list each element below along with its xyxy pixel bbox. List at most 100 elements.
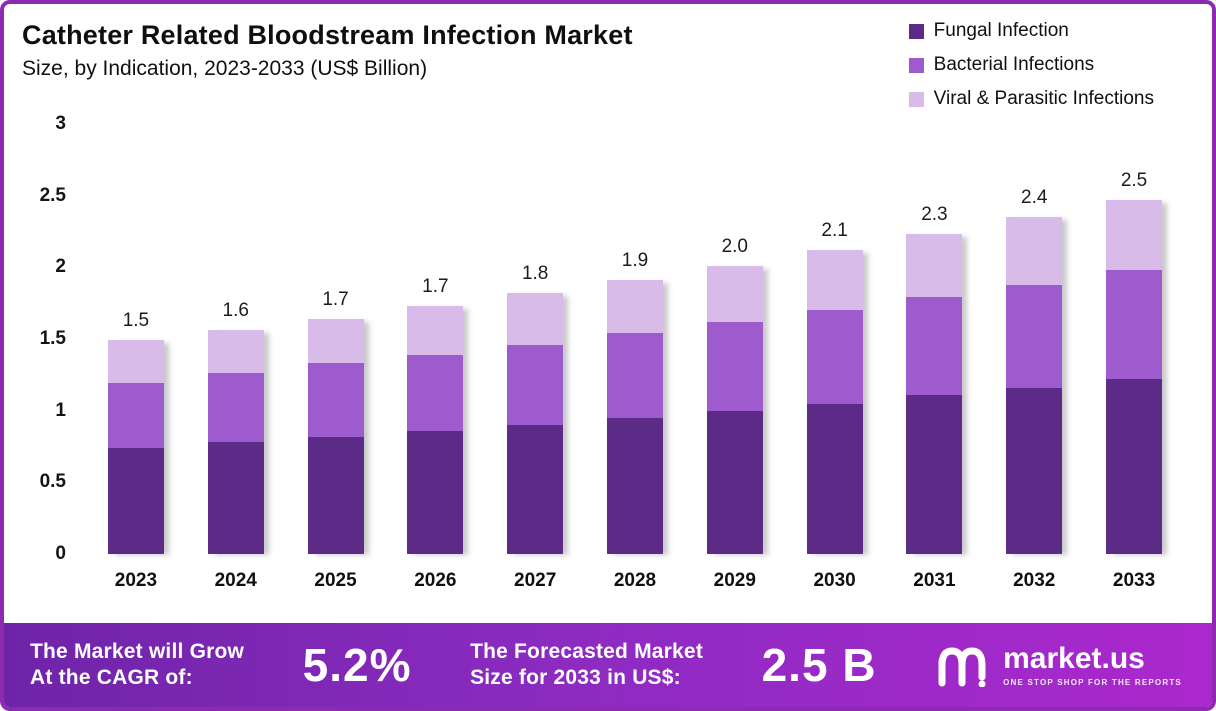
legend-swatch-viral-parasitic-infections (908, 91, 924, 107)
bar-segment-fungal-infection (706, 410, 763, 554)
bar-group-2029: 2.0 (706, 124, 763, 554)
bar-stack-2032 (1006, 217, 1063, 554)
bar-stack-2029 (706, 265, 763, 554)
bar-segment-fungal-infection (407, 430, 464, 554)
bar-segment-bacterial-infections (407, 354, 464, 431)
bar-stack-2024 (207, 330, 264, 554)
bar-group-2028: 1.9 (606, 124, 663, 554)
bar-segment-fungal-infection (507, 425, 564, 554)
bar-segment-fungal-infection (1006, 387, 1063, 554)
bar-stack-2026 (407, 306, 464, 554)
x-tick-label-2032: 2032 (1013, 570, 1056, 591)
bar-total-label: 1.7 (322, 289, 349, 311)
bar-total-label: 2.1 (821, 220, 848, 242)
x-axis-spacer (22, 570, 80, 592)
bar-segment-bacterial-infections (107, 383, 164, 448)
bar-segment-bacterial-infections (906, 297, 963, 395)
bar-segment-bacterial-infections (307, 363, 364, 437)
bar-segment-fungal-infection (1106, 379, 1163, 554)
bar-segment-fungal-infection (207, 442, 264, 554)
bar-segment-bacterial-infections (706, 321, 763, 411)
bar-segment-bacterial-infections (1106, 270, 1163, 380)
bar-stack-2027 (507, 293, 564, 554)
x-tick-label-2029: 2029 (713, 570, 756, 591)
legend-item-viral-parasitic-infections: Viral & Parasitic Infections (908, 88, 1154, 110)
bar-segment-viral-parasitic-infections (507, 293, 564, 345)
bar-stack-2030 (806, 250, 863, 554)
x-tick-label-2033: 2033 (1112, 570, 1156, 591)
bar-stack-2025 (307, 319, 364, 554)
bar-group-2023: 1.5 (107, 124, 164, 554)
bar-segment-fungal-infection (307, 436, 364, 554)
y-axis-label: 1.5 (39, 328, 66, 349)
x-axis-labels: 2023 2024 2025 2026 2027 2028 2029 2030 2031 2032… (80, 570, 1190, 592)
bar-group-2032: 2.4 (1006, 124, 1063, 554)
plot-area: 1.5 1.6 1.7 1.7 1.8 1.9 2.0 2.1 2.3 2.4 2.5 (80, 124, 1190, 554)
bar-group-2030: 2.1 (806, 124, 863, 554)
bar-segment-bacterial-infections (1006, 284, 1063, 388)
bar-segment-viral-parasitic-infections (1006, 217, 1063, 285)
bar-total-label: 1.7 (422, 276, 449, 298)
chart-header: Catheter Related Bloodstream Infection M… (22, 16, 1190, 110)
legend-item-bacterial-infections: Bacterial Infections (908, 54, 1154, 76)
chart-card: Catheter Related Bloodstream Infection M… (4, 4, 1212, 623)
bar-segment-viral-parasitic-infections (307, 319, 364, 364)
chart-title: Catheter Related Bloodstream Infection M… (22, 20, 633, 50)
y-axis-label: 0 (55, 543, 66, 564)
bar-segment-viral-parasitic-infections (806, 250, 863, 311)
bar-total-label: 1.9 (621, 250, 649, 272)
bar-segment-fungal-infection (606, 417, 663, 554)
bar-group-2026: 1.7 (407, 124, 464, 554)
bar-segment-bacterial-infections (806, 310, 863, 404)
forecast-label-line1: The Forecasted Market (470, 639, 704, 663)
cagr-label: The Market will Grow At the CAGR of: (30, 639, 244, 692)
legend-swatch-fungal-infection (908, 23, 924, 39)
bar-group-2027: 1.8 (507, 124, 564, 554)
marketus-logo: market.us ONE STOP SHOP FOR THE REPORTS (935, 643, 1182, 687)
legend: Fungal Infection Bacterial Infections Vira… (908, 20, 1154, 110)
bar-segment-viral-parasitic-infections (107, 340, 164, 384)
forecast-label: The Forecasted Market Size for 2033 in U… (470, 639, 703, 692)
bar-total-label: 1.5 (122, 310, 150, 332)
x-tick-label-2030: 2030 (813, 570, 856, 591)
bar-group-2024: 1.6 (207, 124, 264, 554)
bar-total-label: 1.8 (521, 263, 549, 285)
y-axis-label: 0.5 (39, 471, 66, 493)
y-axis-label: 2.5 (39, 184, 66, 206)
x-tick-label-2028: 2028 (613, 570, 657, 591)
x-tick-label-2026: 2026 (414, 570, 457, 591)
y-axis: 0 0.5 1 1.5 2 2.5 3 (22, 113, 80, 564)
bar-segment-viral-parasitic-infections (207, 330, 264, 374)
x-axis: 2023 2024 2025 2026 2027 2028 2029 2030 2031 2032… (22, 570, 1190, 592)
bar-segment-fungal-infection (906, 394, 963, 554)
bar-segment-viral-parasitic-infections (407, 306, 464, 355)
bar-segment-fungal-infection (806, 403, 863, 554)
x-tick-label-2024: 2024 (214, 570, 257, 591)
brand-tagline: ONE STOP SHOP FOR THE REPORTS (1003, 677, 1182, 687)
bar-segment-viral-parasitic-infections (606, 280, 663, 334)
bar-group-2033: 2.5 (1106, 124, 1163, 554)
bar-segment-bacterial-infections (207, 373, 264, 443)
chart-subtitle: Size, by Indication, 2023-2033 (US$ Bill… (22, 57, 428, 80)
bar-segment-viral-parasitic-infections (906, 234, 963, 298)
legend-label: Viral & Parasitic Infections (933, 88, 1154, 109)
forecast-label-line2: Size for 2033 in US$: (470, 666, 681, 689)
bar-stack-2033 (1106, 200, 1163, 554)
y-axis-label: 2 (55, 256, 66, 278)
bar-segment-fungal-infection (107, 447, 164, 554)
x-tick-label-2027: 2027 (514, 570, 557, 591)
x-tick-label-2023: 2023 (114, 570, 158, 591)
x-tick-label-2031: 2031 (913, 570, 956, 591)
forecast-value: 2.5 B (761, 639, 877, 691)
bar-stack-2023 (107, 340, 164, 554)
title-block: Catheter Related Bloodstream Infection M… (22, 16, 633, 81)
brand-text: market.us ONE STOP SHOP FOR THE REPORTS (1003, 643, 1182, 687)
cagr-value: 5.2% (302, 639, 412, 691)
x-tick-label-2025: 2025 (314, 570, 357, 591)
bar-stack-2028 (606, 280, 663, 554)
bar-segment-viral-parasitic-infections (1106, 200, 1163, 271)
bar-segment-viral-parasitic-infections (706, 265, 763, 322)
bar-total-label: 1.6 (222, 300, 249, 322)
legend-swatch-bacterial-infections (908, 57, 924, 73)
